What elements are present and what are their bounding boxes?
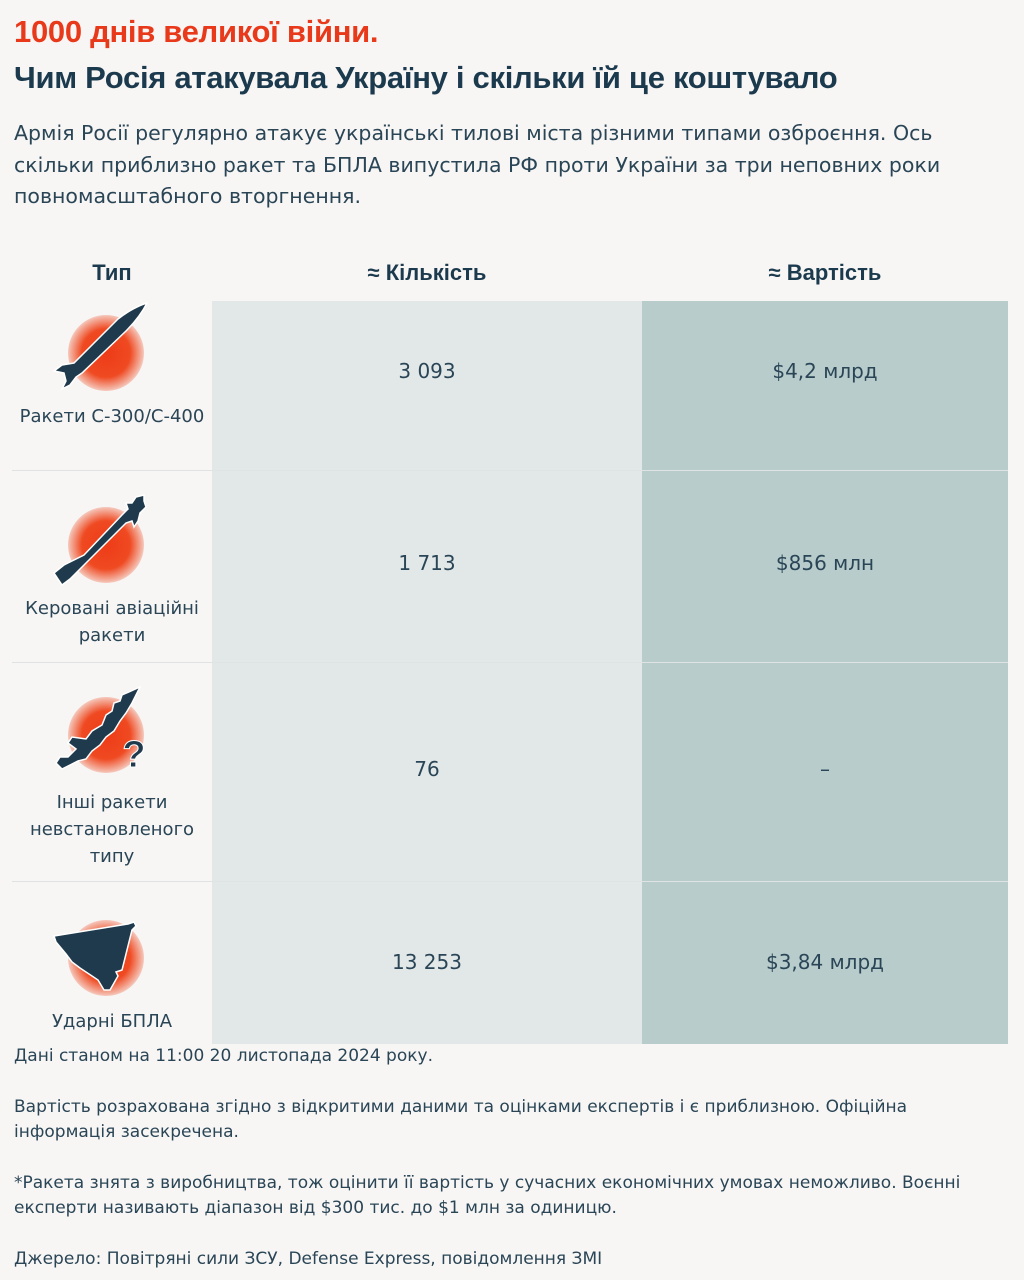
notes: Дані станом на 11:00 20 листопада 2024 р…	[14, 1044, 1004, 1272]
cost-cell: –	[642, 663, 1008, 881]
title-highlight: 1000 днів великої війни.	[14, 14, 379, 49]
type-cell: ? Інші ракети невстановленого типу	[12, 663, 212, 881]
svg-text:?: ?	[122, 734, 145, 776]
weapons-table: Тип ≈ Кількість ≈ Вартість Ракети С-300/…	[12, 245, 1008, 1044]
cost-cell: $4,2 млрд	[642, 301, 1008, 470]
cost-cell: $3,84 млрд	[642, 882, 1008, 1044]
quantity-cell: 13 253	[212, 882, 642, 1044]
cost-note: Вартість розрахована згідно з відкритими…	[14, 1097, 908, 1142]
footnote: *Ракета знята з виробництва, тож оцінити…	[14, 1173, 961, 1218]
type-label: Ударні БПЛА	[51, 1011, 173, 1032]
type-cell: Керовані авіаційні ракети	[12, 471, 212, 662]
quantity-cell: 76	[212, 663, 642, 881]
quantity-value: 13 253	[392, 950, 462, 974]
type-cell: Ракети С-300/С-400	[12, 301, 212, 470]
data-date-note: Дані станом на 11:00 20 листопада 2024 р…	[14, 1046, 433, 1066]
table-header: Тип ≈ Кількість ≈ Вартість	[12, 245, 1008, 301]
quantity-cell: 1 713	[212, 471, 642, 662]
page-title: Чим Росія атакувала Україну і скільки їй…	[14, 60, 838, 95]
attack-drone-icon	[48, 906, 158, 1006]
type-label: Керовані авіаційні ракети	[25, 598, 199, 646]
type-label: Інші ракети невстановленого типу	[29, 792, 195, 867]
table-row: Керовані авіаційні ракети 1 713 $856 млн	[12, 471, 1008, 663]
cost-value: $856 млн	[775, 551, 875, 575]
column-header-type: Тип	[92, 260, 132, 285]
table-row: Ударні БПЛА 13 253 $3,84 млрд	[12, 882, 1008, 1044]
lead-paragraph: Армія Росії регулярно атакує українські …	[14, 121, 941, 208]
unknown-missile-icon: ?	[48, 683, 158, 783]
source-note: Джерело: Повітряні сили ЗСУ, Defense Exp…	[14, 1249, 603, 1269]
quantity-value: 3 093	[398, 359, 456, 383]
type-cell: Ударні БПЛА	[12, 882, 212, 1044]
cost-value: $4,2 млрд	[772, 359, 878, 383]
cost-value: –	[820, 757, 830, 781]
quantity-value: 1 713	[398, 551, 456, 575]
cost-cell: $856 млн	[642, 471, 1008, 662]
table-row: Ракети С-300/С-400 3 093 $4,2 млрд	[12, 301, 1008, 471]
table-row: ? Інші ракети невстановленого типу 76 –	[12, 663, 1008, 882]
guided-air-missile-icon	[48, 493, 158, 593]
column-header-cost: ≈ Вартість	[768, 260, 882, 285]
column-header-quantity: ≈ Кількість	[367, 260, 487, 285]
quantity-value: 76	[414, 757, 440, 781]
ballistic-missile-icon	[48, 301, 158, 401]
quantity-cell: 3 093	[212, 301, 642, 470]
type-label: Ракети С-300/С-400	[19, 406, 205, 427]
cost-value: $3,84 млрд	[765, 950, 884, 974]
